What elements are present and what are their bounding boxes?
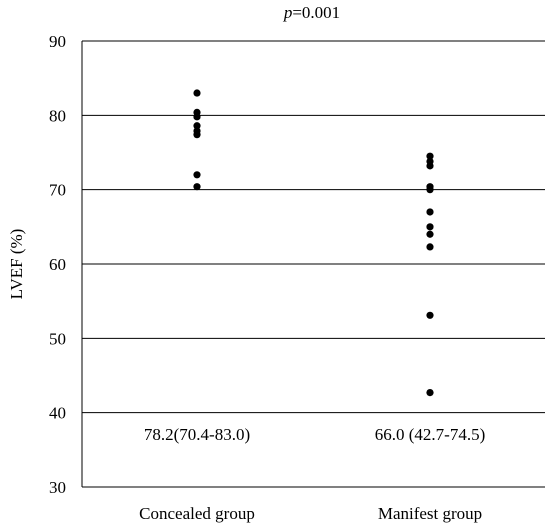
y-tick-label: 50 — [49, 329, 66, 348]
data-point — [193, 113, 201, 121]
y-tick-label: 40 — [49, 404, 66, 423]
data-point — [426, 152, 434, 160]
summary-label: 78.2(70.4-83.0) — [144, 425, 250, 444]
chart-title-rest: =0.001 — [292, 3, 340, 22]
chart-title: p=0.001 — [283, 3, 340, 22]
data-point — [426, 208, 434, 216]
data-point — [426, 311, 434, 319]
data-point — [193, 183, 201, 191]
summary-labels: 78.2(70.4-83.0) 66.0 (42.7-74.5) — [144, 425, 485, 444]
summary-label: 66.0 (42.7-74.5) — [375, 425, 485, 444]
category-labels: Concealed group Manifest group — [139, 504, 482, 523]
data-point — [426, 388, 434, 397]
data-point — [426, 243, 434, 251]
data-points — [193, 89, 434, 397]
data-point — [193, 122, 201, 130]
data-point — [426, 162, 434, 170]
y-tick-labels: 30 40 50 60 70 80 90 — [49, 32, 66, 497]
y-tick-label: 70 — [49, 181, 66, 200]
data-point — [193, 89, 201, 97]
y-axis-label: LVEF (%) — [7, 229, 26, 300]
category-label: Manifest group — [378, 504, 482, 523]
data-point — [426, 230, 434, 238]
data-point — [193, 131, 201, 139]
gridlines — [81, 40, 545, 488]
y-tick-label: 80 — [49, 106, 66, 125]
y-tick-label: 30 — [49, 478, 66, 497]
category-label: Concealed group — [139, 504, 255, 523]
data-point — [426, 186, 434, 194]
y-tick-label: 60 — [49, 255, 66, 274]
data-point — [193, 171, 201, 179]
data-point — [426, 223, 434, 231]
chart-title-italic: p — [283, 3, 293, 22]
y-tick-label: 90 — [49, 32, 66, 51]
